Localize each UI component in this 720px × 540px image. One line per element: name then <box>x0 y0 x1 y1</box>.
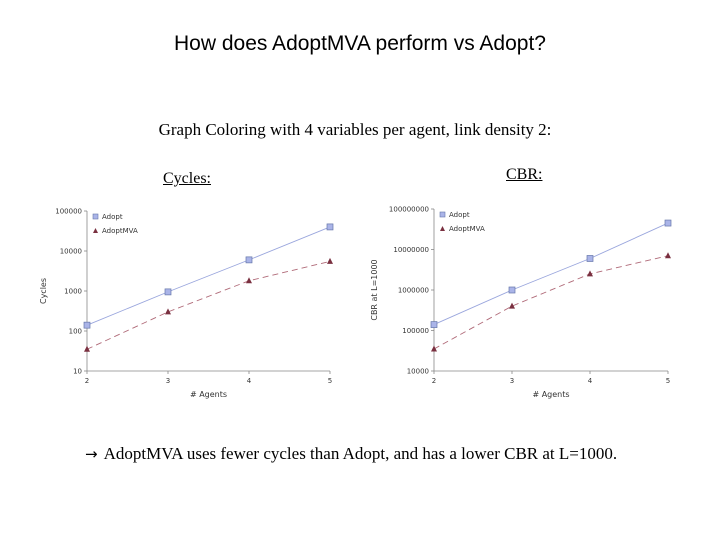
adoptmva-point <box>165 308 171 315</box>
x-tick-label: 5 <box>328 377 332 385</box>
legend-label: Adopt <box>102 213 123 221</box>
slide-subtitle: Graph Coloring with 4 variables per agen… <box>158 120 552 139</box>
cycles-chart: 10 100 1000 10000 100000 2 3 4 5 # Agents Cycles Ad… <box>39 208 334 399</box>
legend-label: AdoptMVA <box>449 225 485 233</box>
adoptmva-point <box>84 345 90 352</box>
y-axis-label: Cycles <box>39 278 48 304</box>
x-tick-label: 3 <box>166 377 170 385</box>
cbr-chart: 10000 100000 1000000 10000000 100000000 2 3 4 5 #… <box>370 206 672 399</box>
x-tick-label: 2 <box>85 377 89 385</box>
x-axis-label: # Agents <box>190 390 227 399</box>
adopt-point <box>508 286 516 294</box>
x-tick-label: 5 <box>666 377 670 385</box>
adopt-point <box>164 288 172 296</box>
series-line-adopt <box>433 222 669 325</box>
legend-adopt-swatch <box>439 211 446 218</box>
y-tick-label: 1000 <box>64 288 82 296</box>
arrow-right-icon: → <box>85 445 98 463</box>
cbr-panel-label: CBR: <box>506 166 543 183</box>
adopt-point <box>326 223 334 231</box>
adoptmva-point <box>431 345 437 352</box>
adopt-point <box>664 219 672 227</box>
y-tick-label: 1000000 <box>398 287 429 295</box>
y-tick-label: 100 <box>69 328 82 336</box>
legend-label: AdoptMVA <box>102 227 138 235</box>
x-tick-label: 4 <box>588 377 593 385</box>
adoptmva-point <box>587 270 593 277</box>
x-tick-label: 4 <box>247 377 252 385</box>
y-tick-label: 10000 <box>60 248 82 256</box>
legend-adoptmva-swatch <box>440 226 445 231</box>
adopt-point <box>245 256 253 264</box>
y-tick-label: 10 <box>73 368 82 376</box>
y-tick-label: 100000000 <box>389 206 429 214</box>
y-tick-label: 100000 <box>55 208 82 216</box>
adoptmva-point <box>509 302 515 309</box>
series-line-adoptmva <box>86 260 331 350</box>
adoptmva-point <box>327 257 333 264</box>
conclusion-text-row: → AdoptMVA uses fewer cycles than Adopt, … <box>85 444 617 464</box>
y-axis-label: CBR at L=1000 <box>370 259 379 320</box>
cycles-panel-label: Cycles: <box>163 170 211 187</box>
legend-adoptmva-swatch <box>93 228 98 233</box>
adopt-point <box>586 255 594 262</box>
x-tick-label: 2 <box>432 377 436 385</box>
x-axis-label: # Agents <box>532 390 569 399</box>
y-tick-label: 10000 <box>407 368 429 376</box>
adopt-point <box>430 321 438 328</box>
conclusion-text: AdoptMVA uses fewer cycles than Adopt, a… <box>103 444 618 463</box>
adoptmva-point <box>246 277 252 284</box>
series-line-adopt <box>86 226 331 326</box>
adoptmva-point <box>665 252 671 259</box>
slide-title: How does AdoptMVA perform vs Adopt? <box>174 32 546 55</box>
adopt-point <box>83 321 91 329</box>
x-tick-label: 3 <box>510 377 514 385</box>
series-line-adoptmva <box>433 255 669 350</box>
y-tick-label: 10000000 <box>393 246 429 254</box>
y-tick-label: 100000 <box>402 327 429 335</box>
legend-adopt-swatch <box>92 213 99 220</box>
legend-label: Adopt <box>449 211 470 219</box>
